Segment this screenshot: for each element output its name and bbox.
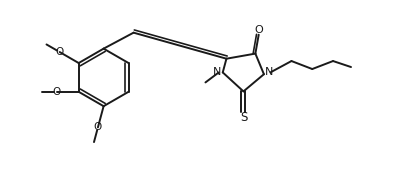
Text: N: N — [213, 67, 222, 77]
Text: O: O — [53, 87, 61, 97]
Text: O: O — [94, 122, 102, 132]
Text: O: O — [56, 47, 64, 57]
Text: O: O — [254, 25, 263, 35]
Text: N: N — [265, 67, 274, 77]
Text: S: S — [240, 111, 247, 124]
